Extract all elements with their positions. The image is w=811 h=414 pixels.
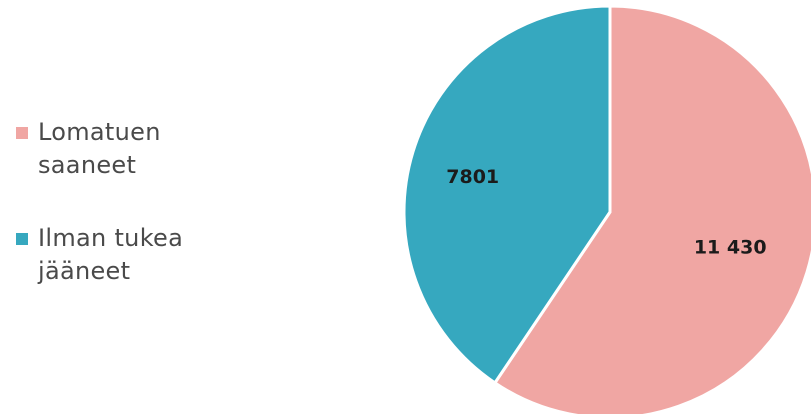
pie-value-labels: 11 430 7801 [446, 166, 766, 258]
legend-item-lomatuen-saaneet: Lomatuen saaneet [16, 116, 316, 182]
pie-value-label-lomatuen-saaneet: 11 430 [694, 237, 767, 259]
legend-item-ilman-tukea: Ilman tukea jääneet [16, 222, 316, 288]
legend-swatch-lomatuen-saaneet [16, 127, 28, 139]
legend-label-ilman-tukea: Ilman tukea jääneet [38, 224, 184, 285]
pie-value-label-ilman-tukea: 7801 [446, 166, 499, 188]
pie-slice-lomatuen-saaneet [493, 4, 811, 414]
pie-slices [402, 4, 811, 414]
legend-label-lomatuen-saaneet: Lomatuen saaneet [38, 118, 161, 179]
chart-legend: Lomatuen saaneet Ilman tukea jääneet [16, 116, 316, 288]
pie-slice-ilman-tukea [402, 4, 612, 385]
legend-swatch-ilman-tukea [16, 233, 28, 245]
